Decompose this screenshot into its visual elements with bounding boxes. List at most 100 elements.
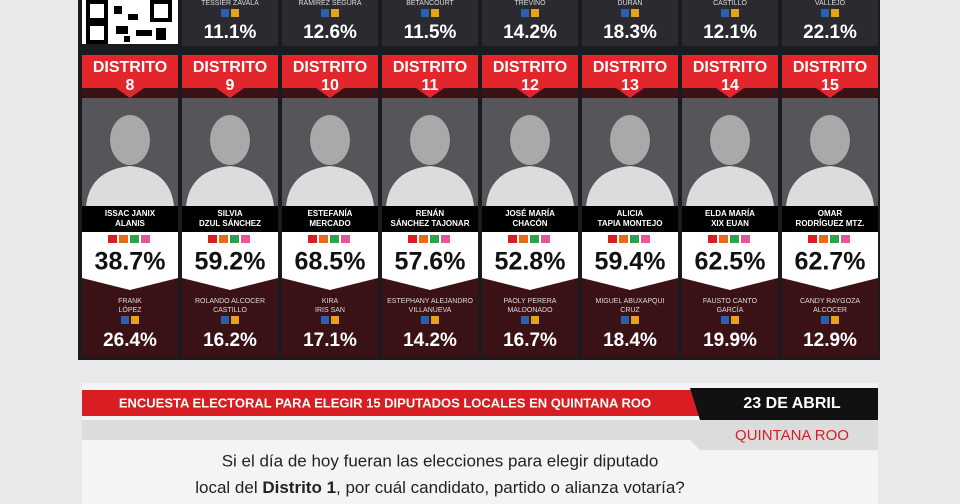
party-logo xyxy=(330,235,339,243)
banner-text: ENCUESTA ELECTORAL PARA ELEGIR 15 DIPUTA… xyxy=(119,395,651,410)
footer: ENCUESTA ELECTORAL PARA ELEGIR 15 DIPUTA… xyxy=(82,383,878,504)
percent-box xyxy=(282,246,378,278)
name-band xyxy=(382,206,478,232)
percent-box xyxy=(382,246,478,278)
question-line-2: local del Distrito 1, por cuál candidato… xyxy=(195,478,685,497)
runner-up-name: LÓPEZ xyxy=(119,305,143,314)
party-logo xyxy=(530,235,539,243)
party-logo xyxy=(821,9,829,17)
party-logo xyxy=(221,316,229,324)
party-logo xyxy=(721,9,729,17)
photo-head xyxy=(610,115,650,165)
party-logo xyxy=(421,9,429,17)
runner-up-name: PAOLY PERERA xyxy=(504,298,557,305)
district-number: 11 xyxy=(422,77,439,94)
runner-up-name: VILLANUEVA xyxy=(409,307,452,314)
district-header xyxy=(182,55,278,98)
district-header xyxy=(682,55,778,98)
photo-body xyxy=(486,166,574,206)
qr-code xyxy=(82,0,178,44)
district-label: DISTRITO xyxy=(593,59,667,76)
party-logo xyxy=(521,9,529,17)
party-logo xyxy=(230,235,239,243)
party-logo xyxy=(631,316,639,324)
photo-head xyxy=(210,115,250,165)
runner-up-percent: 14.2% xyxy=(403,330,457,351)
top-card xyxy=(182,0,278,46)
top-card xyxy=(282,0,378,46)
district-number: 9 xyxy=(226,77,235,94)
runner-up-percent: 19.9% xyxy=(703,330,757,351)
top-card xyxy=(682,0,778,46)
photo-head xyxy=(310,115,350,165)
chevron xyxy=(482,278,578,290)
photo-body xyxy=(586,166,674,206)
top-name: VALLEJO xyxy=(815,0,846,7)
leader-name: RODRÍGUEZ MTZ. xyxy=(796,219,865,228)
party-logo xyxy=(730,235,739,243)
runner-up-name: KIRA xyxy=(322,298,339,305)
district-label: DISTRITO xyxy=(193,59,267,76)
party-logo xyxy=(408,235,417,243)
party-logo xyxy=(641,235,650,243)
state: QUINTANA ROO xyxy=(735,427,849,444)
date-box xyxy=(690,388,878,420)
party-logo xyxy=(331,9,339,17)
chevron xyxy=(682,278,778,290)
party-logo xyxy=(719,235,728,243)
party-logo xyxy=(231,9,239,17)
party-logo xyxy=(621,9,629,17)
percent-box xyxy=(182,246,278,278)
district-label: DISTRITO xyxy=(493,59,567,76)
party-logo xyxy=(821,316,829,324)
state-band xyxy=(82,420,878,450)
name-band xyxy=(82,206,178,232)
leader-percent: 38.7% xyxy=(95,248,166,276)
party-logo xyxy=(131,316,139,324)
party-logo xyxy=(441,235,450,243)
leader-percent: 62.7% xyxy=(795,248,866,276)
leader-name: DZUL SÁNCHEZ xyxy=(199,219,261,228)
party-logo xyxy=(108,235,117,243)
top-percent: 11.5% xyxy=(404,22,457,43)
party-logo xyxy=(431,9,439,17)
party-logo xyxy=(141,235,150,243)
district-label: DISTRITO xyxy=(693,59,767,76)
top-name: RAMÍREZ SEGURA xyxy=(298,0,361,7)
party-logo xyxy=(521,316,529,324)
leader-percent: 59.2% xyxy=(195,248,266,276)
district-number: 13 xyxy=(621,77,639,94)
runner-up-name: CANDY RAYGOZA xyxy=(800,298,860,305)
name-band xyxy=(282,206,378,232)
photo-head xyxy=(510,115,550,165)
photo-head xyxy=(810,115,850,165)
runner-up-name: GARCÍA xyxy=(717,305,744,314)
leader-name: ISSAC JANIX xyxy=(105,209,156,218)
party-logo xyxy=(731,316,739,324)
leader-name: ELDA MARÍA xyxy=(705,209,755,218)
party-logo xyxy=(321,9,329,17)
chevron xyxy=(582,278,678,290)
question-part: , por cuál candidato, partido o alianza … xyxy=(336,478,685,497)
photo-head xyxy=(110,115,150,165)
party-logo xyxy=(221,9,229,17)
party-logo xyxy=(631,9,639,17)
runner-up-name: CASTILLO xyxy=(213,307,247,314)
chevron xyxy=(182,278,278,290)
party-logo xyxy=(319,235,328,243)
top-name: BETANCOURT xyxy=(406,0,454,7)
banner-band xyxy=(82,390,702,416)
photo-body xyxy=(386,166,474,206)
photo-head xyxy=(710,115,750,165)
district-number: 10 xyxy=(321,77,339,94)
leader-name: JOSÉ MARÍA xyxy=(505,209,555,218)
party-logo xyxy=(531,9,539,17)
party-logo xyxy=(231,316,239,324)
runner-up-percent: 16.7% xyxy=(503,330,557,351)
party-logo xyxy=(130,235,139,243)
district-header xyxy=(82,55,178,98)
leader-name: MERCADO xyxy=(309,219,350,228)
district-label: DISTRITO xyxy=(93,59,167,76)
district-header xyxy=(782,55,878,98)
